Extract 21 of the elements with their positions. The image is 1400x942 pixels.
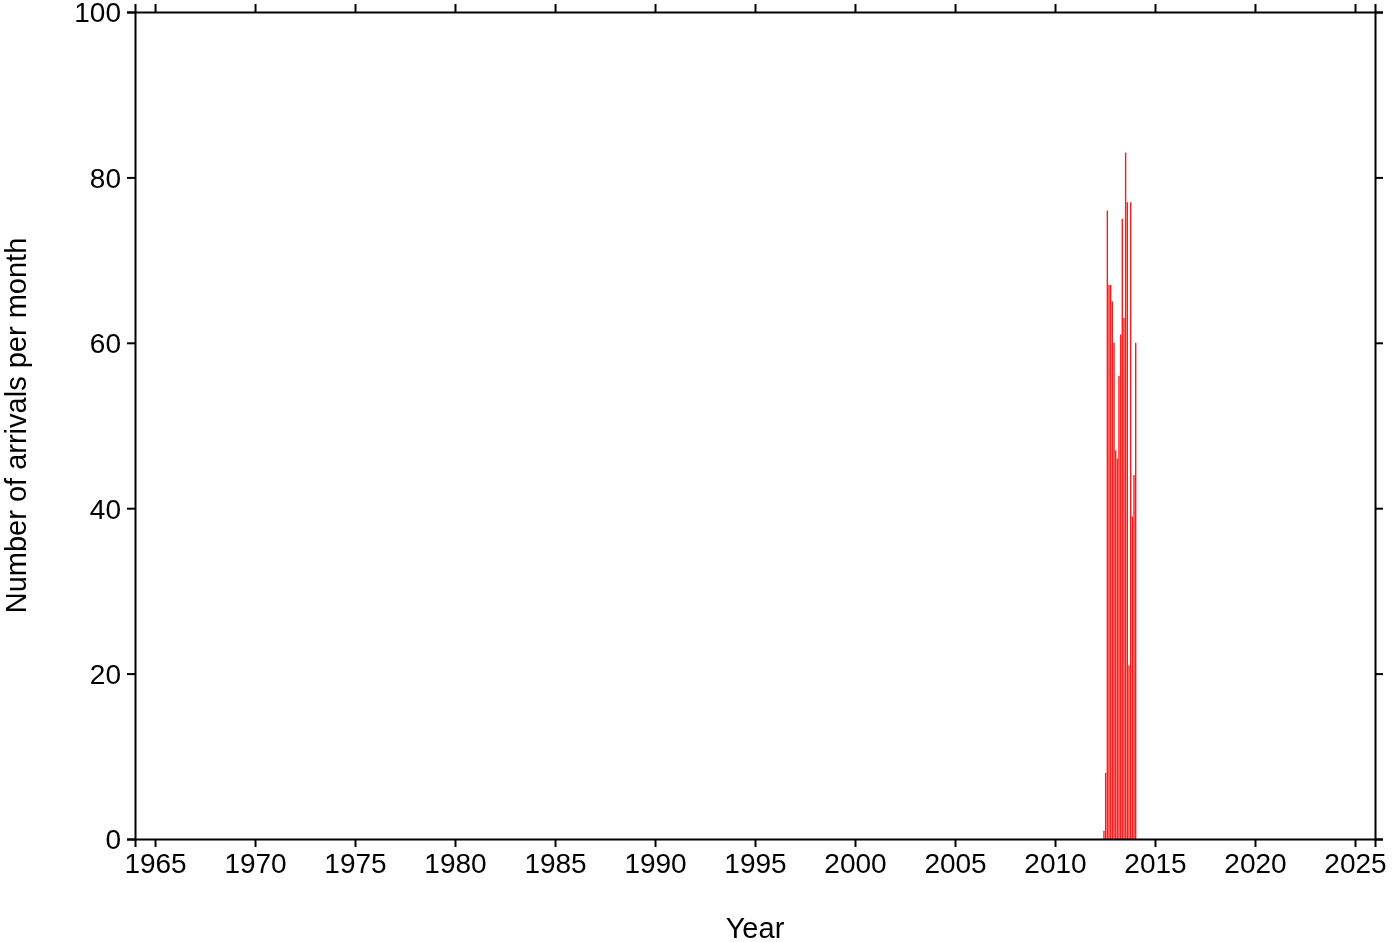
x-tick-label: 1975 [324, 847, 387, 879]
x-tick-label: 1990 [624, 847, 687, 879]
x-tick-label: 1970 [224, 847, 287, 879]
x-tick-label: 2020 [1224, 847, 1287, 879]
x-tick-label: 1965 [124, 847, 187, 879]
y-tick-label: 0 [105, 824, 121, 856]
x-tick-label: 2000 [824, 847, 887, 879]
y-tick-label: 40 [89, 493, 121, 525]
y-tick-label: 20 [89, 658, 121, 690]
x-tick-label: 1980 [424, 847, 487, 879]
y-tick-label: 100 [74, 0, 121, 29]
y-axis-title: Number of arrivals per month [0, 237, 32, 614]
y-tick-label: 80 [89, 162, 121, 194]
x-axis-title: Year [725, 912, 785, 942]
x-tick-label: 2025 [1324, 847, 1387, 879]
x-tick-label: 2015 [1124, 847, 1187, 879]
y-tick-label: 60 [89, 328, 121, 360]
x-tick-label: 1985 [524, 847, 587, 879]
x-tick-label: 2010 [1024, 847, 1087, 879]
x-tick-label: 2005 [924, 847, 987, 879]
x-tick-label: 1995 [724, 847, 787, 879]
